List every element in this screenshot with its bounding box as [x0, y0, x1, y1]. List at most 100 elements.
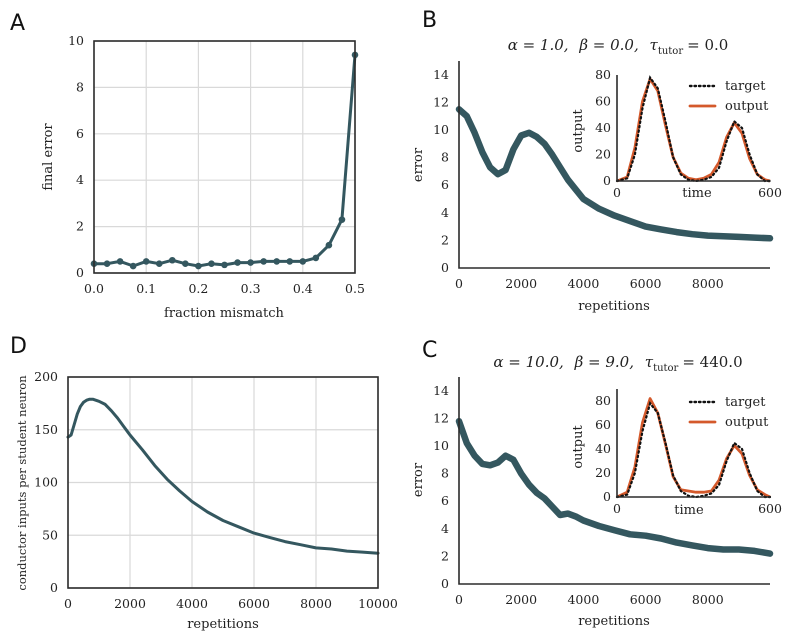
chart-b-inset-xlabel: time [682, 186, 712, 201]
chart-a-point [286, 258, 294, 265]
chart-a-point [273, 258, 281, 265]
chart-b-ytick: 14 [433, 67, 449, 82]
chart-a-ylabel: final error [41, 123, 56, 191]
chart-b-ytick: 6 [441, 177, 449, 192]
chart-a-series-line [92, 53, 357, 268]
chart-a-point [299, 258, 307, 265]
chart-c-ytick: 14 [433, 383, 449, 398]
chart-a-point [142, 258, 150, 265]
chart-b-title: α = 1.0, β = 0.0, τtutor = 0.0 [508, 36, 729, 57]
chart-a-point [103, 260, 111, 268]
chart-c-title-tau: τ [645, 353, 654, 371]
chart-c-ytick: 4 [441, 521, 449, 536]
chart-a-point [155, 260, 163, 268]
chart-b-ytick: 10 [433, 122, 449, 137]
chart-c-inset-ytick: 80 [595, 393, 611, 408]
chart-d-xtick: 6000 [238, 596, 270, 611]
chart-a-point [169, 256, 176, 264]
chart-a-xlabel: fraction mismatch [164, 306, 285, 321]
panel-letter-c: C [422, 338, 437, 363]
chart-c-xtick: 4000 [567, 592, 599, 607]
chart-c-xlabel: repetitions [578, 614, 650, 629]
chart-c-ytick: 12 [433, 410, 449, 425]
chart-d-xtick: 0 [64, 596, 72, 611]
chart-d-xtick: 10000 [358, 596, 398, 611]
chart-a-xtick: 0.3 [241, 281, 261, 296]
chart-b-inset-ytick: 80 [595, 67, 611, 82]
chart-b-xtick: 6000 [630, 276, 662, 291]
chart-c-ytick: 2 [441, 548, 449, 563]
chart-c-inset-ylabel: output [571, 425, 586, 469]
chart-b-title-tau-sub: tutor [658, 46, 683, 57]
chart-d-xtick: 8000 [300, 596, 332, 611]
chart-b-inset-ytick: 40 [595, 120, 611, 135]
chart-a-xtick: 0.0 [84, 281, 104, 296]
chart-c-inset-ytick: 40 [595, 441, 611, 456]
chart-b-legend-label-target: target [725, 79, 766, 94]
chart-a-point [247, 259, 254, 266]
chart-a-frame [93, 40, 356, 274]
chart-a-xtick: 0.1 [136, 281, 156, 296]
chart-c-ylabel: error [411, 462, 426, 497]
chart-a-ytick: 10 [68, 33, 84, 48]
chart-b-inset-ytick: 60 [595, 94, 611, 109]
chart-c: α = 10.0, β = 9.0, τtutor = 440.0 0 2000 40… [411, 353, 782, 629]
chart-b-title-alpha: α = 1.0, [508, 36, 569, 54]
chart-b-title-tau: τ [650, 36, 659, 54]
chart-a-point [129, 262, 137, 270]
chart-b-title-tau-val: = 0.0 [687, 36, 728, 54]
chart-d-xlabel: repetitions [187, 617, 259, 632]
chart-c-inset-xlabel: time [674, 503, 704, 518]
chart-d-ylabel: conductor inputs per student neuron [15, 375, 29, 591]
chart-b-inset-ytick: 20 [595, 147, 611, 162]
chart-a-point [338, 216, 346, 223]
panel-letter-b: B [422, 8, 437, 33]
chart-b-xtick: 2000 [505, 276, 537, 291]
chart-b-title-beta: β = 0.0, [578, 36, 638, 54]
chart-b-inset-xtick: 0 [613, 185, 621, 200]
chart-a-point [195, 262, 202, 270]
chart-a-xtick: 0.5 [345, 281, 365, 296]
chart-c-xtick: 8000 [692, 592, 724, 607]
chart-a-ytick: 4 [76, 172, 84, 187]
chart-c-inset-ytick: 20 [595, 465, 611, 480]
chart-c-title: α = 10.0, β = 9.0, τtutor = 440.0 [493, 353, 742, 374]
chart-b-inset: 0 600 0 20 40 60 80 time output target output [571, 67, 782, 201]
chart-b-inset-ytick: 0 [603, 173, 611, 188]
chart-b-xlabel: repetitions [578, 299, 650, 314]
chart-c-title-alpha: α = 10.0, [493, 353, 563, 371]
chart-a-point [182, 260, 189, 268]
chart-c-title-tau-sub: tutor [653, 363, 678, 374]
chart-d-frame [67, 376, 379, 589]
chart-b-xtick: 0 [455, 276, 463, 291]
chart-b-ytick: 2 [441, 232, 449, 247]
chart-b-series-line [455, 106, 774, 242]
chart-a: 0.0 0.1 0.2 0.3 0.4 0.5 0 2 4 6 8 10 fraction misma… [41, 33, 365, 321]
chart-a-xtick: 0.2 [188, 281, 208, 296]
chart-b-ytick: 4 [441, 205, 449, 220]
chart-a-ytick: 8 [76, 79, 84, 94]
chart-c-inset-bg [615, 385, 770, 497]
chart-a-point [260, 258, 267, 265]
chart-d-ytick: 0 [50, 580, 58, 595]
chart-a-ytick: 2 [76, 219, 84, 234]
chart-b: α = 1.0, β = 0.0, τtutor = 0.0 0 2000 4000 6… [411, 36, 782, 314]
chart-a-point [208, 260, 215, 268]
chart-b-legend-label-output: output [725, 99, 769, 114]
chart-b-ylabel: error [411, 147, 426, 182]
chart-b-inset-xtick: 600 [758, 185, 782, 200]
chart-d-xtick: 2000 [114, 596, 146, 611]
chart-a-point [325, 241, 333, 249]
chart-c-inset-ytick: 0 [603, 489, 611, 504]
chart-b-ytick: 12 [433, 94, 449, 109]
chart-d: 0 2000 4000 6000 8000 10000 0 50 100 150 200 repet… [15, 369, 398, 632]
chart-c-xtick: 0 [455, 592, 463, 607]
chart-a-point [312, 254, 320, 262]
chart-b-inset-axes [616, 75, 770, 182]
chart-c-inset-xtick: 600 [758, 501, 782, 516]
chart-d-series-line [66, 397, 380, 555]
panel-letter-a: A [10, 11, 25, 36]
chart-b-ytick: 8 [441, 150, 449, 165]
chart-c-inset: 0 600 0 20 40 60 80 time output target output [571, 385, 782, 518]
